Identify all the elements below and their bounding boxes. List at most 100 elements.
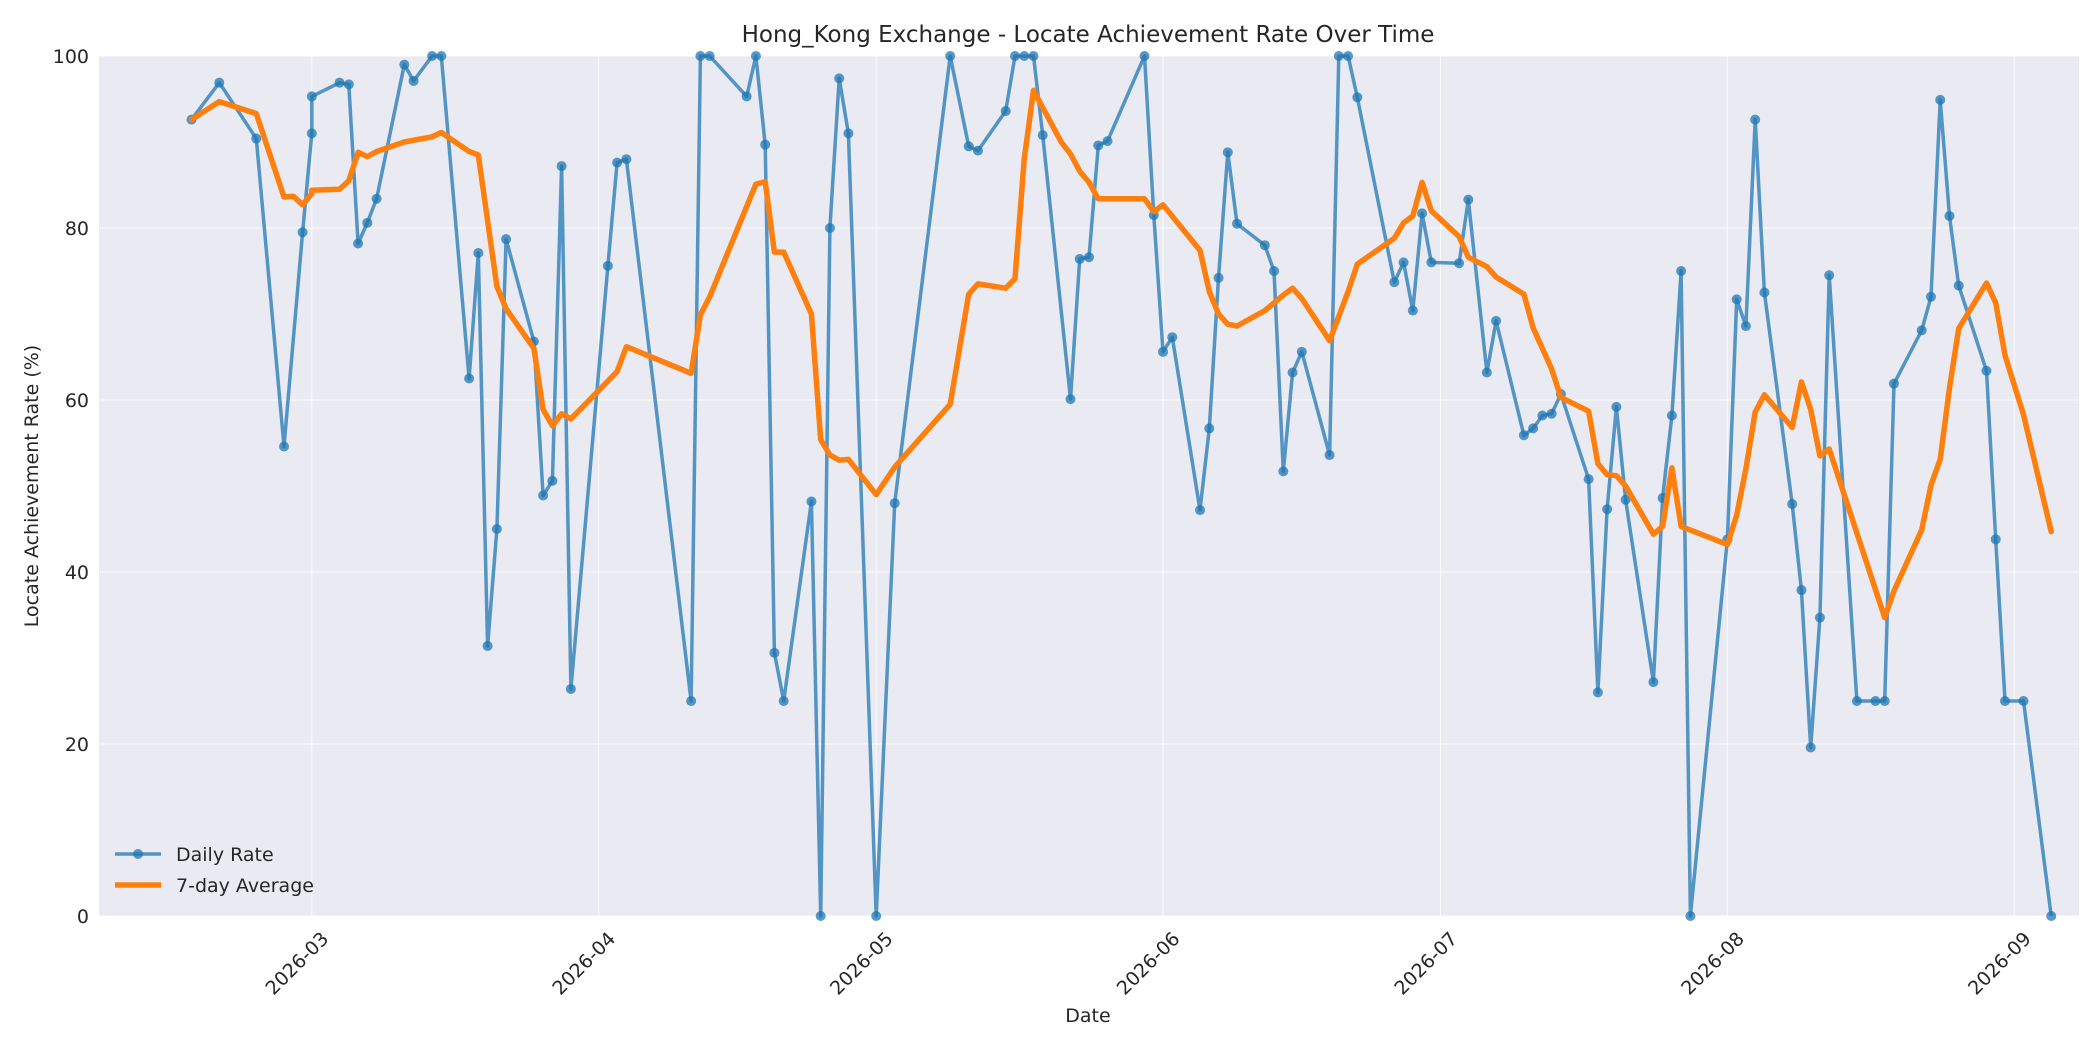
daily-rate-point xyxy=(547,475,558,486)
daily-rate-point xyxy=(843,128,854,139)
daily-rate-point xyxy=(1870,696,1881,706)
daily-rate-point xyxy=(1750,114,1761,125)
daily-rate-point xyxy=(279,441,290,452)
daily-rate-point xyxy=(1195,505,1206,516)
daily-rate-point xyxy=(1537,410,1548,421)
plot-area xyxy=(99,56,2079,916)
y-tick-labels: 0 20 40 60 80 100 xyxy=(53,46,89,928)
y-tick-label: 0 xyxy=(77,906,89,928)
daily-rate-point xyxy=(1065,394,1076,405)
daily-rate-point xyxy=(1222,147,1233,158)
series-layer xyxy=(186,51,2057,921)
daily-rate-point xyxy=(1814,612,1825,623)
y-tick-label: 80 xyxy=(65,218,89,240)
daily-rate-point xyxy=(1676,266,1687,276)
daily-rate-point xyxy=(1278,466,1289,477)
daily-rate-point xyxy=(1731,294,1742,305)
daily-rate-point xyxy=(1528,423,1539,434)
daily-rate-point xyxy=(1740,321,1751,332)
daily-rate-point xyxy=(501,234,512,245)
daily-rate-point xyxy=(1074,253,1085,264)
x-tick-label: 2026-03 xyxy=(262,928,334,1000)
legend-daily-marker xyxy=(133,849,143,859)
daily-rate-point xyxy=(436,51,447,61)
daily-rate-point xyxy=(334,77,345,88)
daily-rate-point xyxy=(760,139,771,150)
daily-rate-point xyxy=(1333,51,1344,61)
x-tick-label: 2026-04 xyxy=(548,928,620,1000)
daily-rate-point xyxy=(1787,499,1798,510)
daily-rate-point xyxy=(1491,315,1502,326)
daily-rate-point xyxy=(1935,94,1946,105)
daily-rate-point xyxy=(473,247,484,258)
daily-rate-point xyxy=(1102,136,1113,147)
daily-rate-point xyxy=(972,145,983,156)
daily-rate-point xyxy=(602,260,613,271)
x-tick-label: 2026-07 xyxy=(1390,928,1462,1000)
daily-rate-point xyxy=(778,696,789,706)
daily-rate-point xyxy=(741,91,752,102)
daily-rate-point xyxy=(538,490,549,501)
daily-rate-point xyxy=(1324,450,1335,461)
daily-rate-point xyxy=(1426,257,1437,268)
daily-rate-point xyxy=(343,79,354,90)
daily-rate-point xyxy=(1389,277,1400,288)
x-axis-label: Date xyxy=(1065,1005,1110,1027)
daily-rate-point xyxy=(1352,92,1363,103)
daily-rate-point xyxy=(306,128,317,139)
daily-rate-point xyxy=(1407,305,1418,316)
daily-rate-point xyxy=(945,51,956,61)
daily-rate-point xyxy=(1925,291,1936,302)
daily-rate-point xyxy=(251,133,262,144)
daily-rate-point xyxy=(2018,696,2029,706)
daily-rate-point xyxy=(408,75,419,86)
daily-rate-point xyxy=(306,91,317,102)
y-tick-label: 40 xyxy=(65,562,89,584)
daily-rate-point xyxy=(1888,378,1899,389)
daily-rate-point xyxy=(1796,585,1807,596)
daily-rate-point xyxy=(1019,51,1030,61)
x-tick-label: 2026-05 xyxy=(826,928,898,1000)
daily-rate-point xyxy=(1037,130,1048,141)
daily-rate-point xyxy=(1009,51,1020,61)
legend-average-label: 7-day Average xyxy=(176,875,314,897)
y-tick-label: 100 xyxy=(53,46,89,68)
daily-rate-point xyxy=(1296,346,1307,357)
daily-rate-point xyxy=(1759,287,1770,298)
daily-rate-point xyxy=(1518,430,1529,441)
daily-rate-point xyxy=(482,640,493,651)
daily-rate-point xyxy=(871,911,882,921)
daily-rate-point xyxy=(2046,911,2057,921)
daily-rate-point xyxy=(1454,258,1465,269)
daily-rate-point xyxy=(362,217,373,228)
x-tick-label: 2026-06 xyxy=(1113,928,1185,1000)
daily-rate-point xyxy=(1084,252,1094,263)
daily-rate-point xyxy=(769,647,780,658)
daily-rate-point xyxy=(427,51,438,61)
daily-rate-point xyxy=(1417,208,1428,219)
daily-rate-point xyxy=(704,51,715,61)
daily-rate-point xyxy=(1000,106,1011,117)
daily-rate-point xyxy=(806,496,817,507)
daily-rate-point xyxy=(1685,911,1696,921)
daily-rate-point xyxy=(1805,742,1816,753)
daily-rate-point xyxy=(1981,365,1992,376)
daily-rate-point xyxy=(750,51,761,61)
daily-rate-point xyxy=(371,193,382,204)
daily-rate-point xyxy=(834,73,845,84)
daily-rate-point xyxy=(1287,367,1298,378)
chart-title: Hong_Kong Exchange - Locate Achievement … xyxy=(742,22,1435,48)
daily-rate-point xyxy=(1944,210,1955,221)
y-axis-label: Locate Achievement Rate (%) xyxy=(21,345,43,627)
daily-rate-point xyxy=(1592,687,1603,698)
daily-rate-point xyxy=(1158,346,1169,357)
daily-rate-point xyxy=(1824,270,1835,281)
daily-rate-point xyxy=(491,524,502,534)
daily-rate-point xyxy=(1139,51,1150,61)
daily-rate-point xyxy=(1648,677,1659,688)
daily-rate-point xyxy=(815,911,826,921)
daily-rate-point xyxy=(1999,696,2010,706)
daily-rate-point xyxy=(1232,218,1243,229)
daily-rate-point xyxy=(1879,696,1890,706)
